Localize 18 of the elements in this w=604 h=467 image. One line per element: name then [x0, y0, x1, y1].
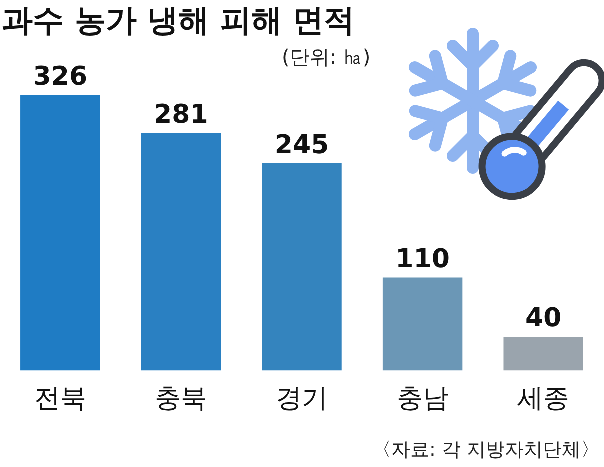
- x-tick-label: 충남: [396, 384, 449, 414]
- x-tick-label: 충북: [155, 384, 208, 414]
- bar: [20, 95, 100, 371]
- chart-subtitle: (단위: ㏊): [282, 44, 371, 71]
- bar: [382, 278, 463, 371]
- chart-title: 과수 농가 냉해 피해 면적: [2, 2, 356, 41]
- data-label: 40: [526, 304, 562, 334]
- x-tick-label: 경기: [276, 384, 328, 414]
- bar: [141, 133, 222, 371]
- x-tick-label: 전북: [34, 384, 86, 414]
- bar: [262, 164, 342, 371]
- text: 〈자료: 각 지방자치단체〉: [372, 438, 600, 463]
- data-label: 281: [154, 100, 208, 130]
- data-label: 245: [274, 130, 330, 160]
- data-label: 110: [396, 244, 450, 274]
- bar: [504, 336, 584, 371]
- x-tick-label: 세종: [518, 384, 570, 414]
- data-label: 326: [33, 62, 88, 92]
